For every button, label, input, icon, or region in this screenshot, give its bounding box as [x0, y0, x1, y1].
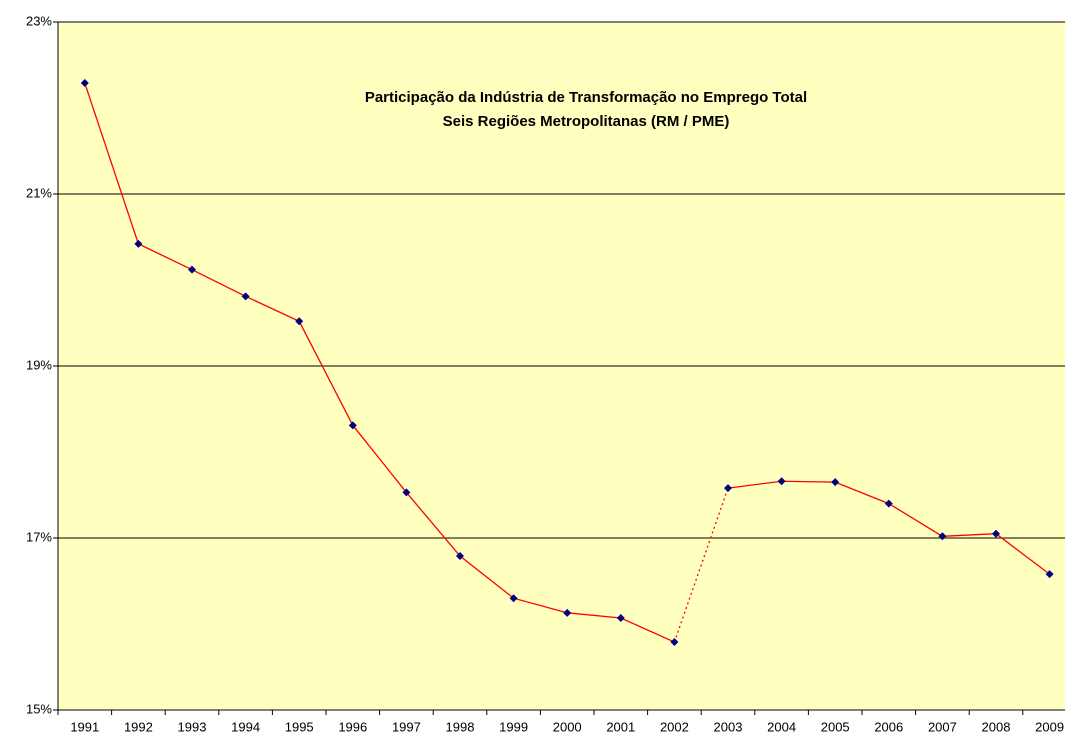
x-tick-label: 2008 — [982, 719, 1011, 734]
marker — [80, 79, 89, 88]
x-tick-label: 1993 — [178, 719, 207, 734]
x-tick-label: 2005 — [821, 719, 850, 734]
marker — [509, 594, 518, 603]
y-tick-label: 19% — [26, 357, 52, 372]
marker — [724, 484, 732, 493]
marker — [777, 477, 786, 486]
x-tick-label: 2006 — [874, 719, 903, 734]
marker — [563, 608, 572, 617]
marker — [670, 638, 679, 647]
x-tick-label: 1991 — [70, 719, 99, 734]
x-tick-label: 2001 — [606, 719, 635, 734]
x-tick-label: 1995 — [285, 719, 314, 734]
chart-title: Participação da Indústria de Transformaç… — [365, 89, 807, 106]
marker — [884, 499, 893, 508]
marker — [134, 239, 143, 248]
x-tick-label: 2000 — [553, 719, 582, 734]
marker — [241, 292, 250, 301]
x-tick-label: 1999 — [499, 719, 528, 734]
x-tick-label: 1994 — [231, 719, 260, 734]
y-tick-label: 17% — [26, 529, 52, 544]
marker — [295, 317, 304, 326]
x-tick-label: 1997 — [392, 719, 421, 734]
marker — [1045, 570, 1054, 579]
marker — [992, 529, 1000, 538]
y-tick-label: 23% — [26, 13, 52, 28]
x-tick-label: 2007 — [928, 719, 957, 734]
x-tick-label: 2004 — [767, 719, 796, 734]
marker — [616, 613, 625, 622]
chart-subtitle: Seis Regiões Metropolitanas (RM / PME) — [443, 113, 730, 130]
x-tick-label: 2003 — [714, 719, 743, 734]
x-tick-label: 2002 — [660, 719, 689, 734]
line-dashed — [673, 487, 729, 643]
marker — [348, 421, 357, 430]
x-tick-label: 2009 — [1035, 719, 1064, 734]
x-tick-label: 1996 — [338, 719, 367, 734]
x-tick-label: 1998 — [446, 719, 475, 734]
y-tick-label: 21% — [26, 185, 52, 200]
marker — [188, 265, 196, 274]
marker — [831, 478, 840, 487]
marker — [456, 552, 464, 561]
x-tick-label: 1992 — [124, 719, 153, 734]
line — [84, 82, 675, 643]
marker — [938, 532, 947, 541]
y-tick-label: 15% — [26, 701, 52, 716]
marker — [402, 488, 411, 497]
